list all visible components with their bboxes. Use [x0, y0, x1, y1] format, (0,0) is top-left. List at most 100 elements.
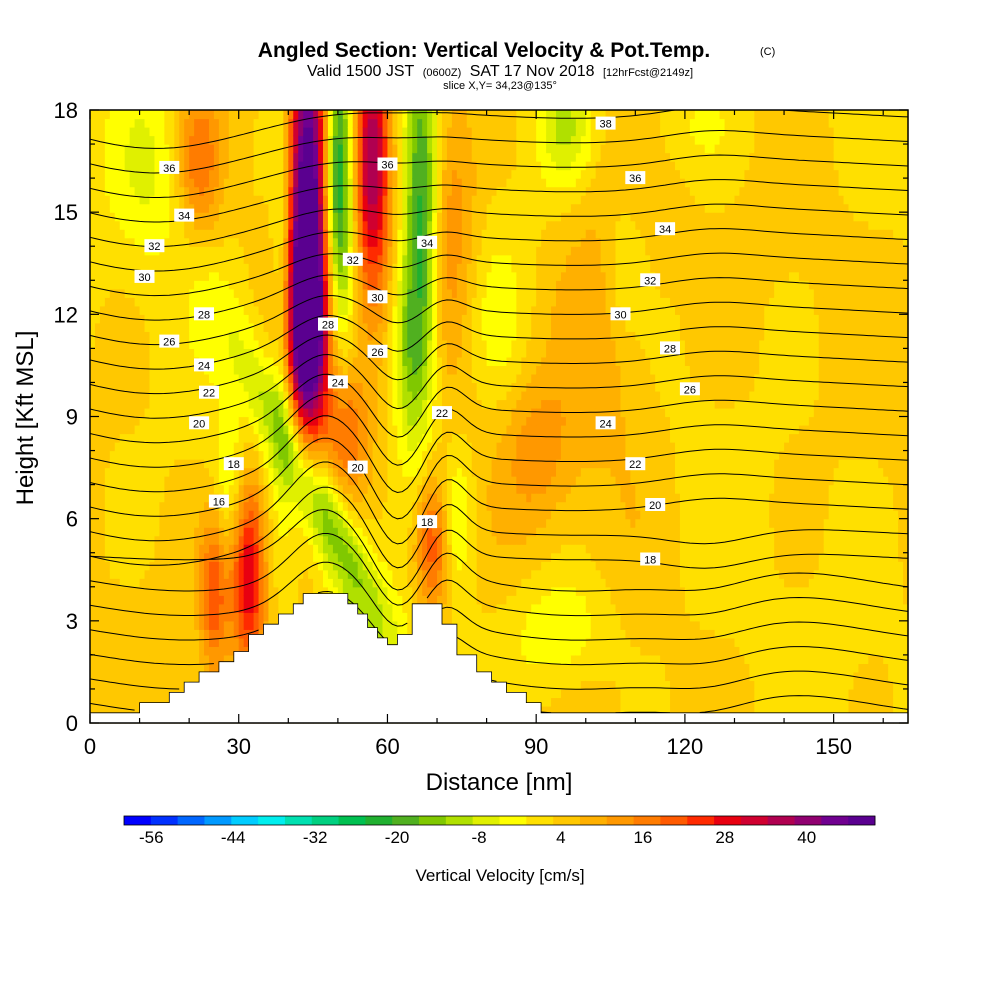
velocity-cell: [318, 305, 324, 315]
velocity-cell: [347, 586, 354, 596]
velocity-cell: [159, 416, 165, 426]
velocity-cell: [208, 144, 215, 154]
velocity-cell: [407, 118, 413, 128]
velocity-cell: [134, 612, 141, 622]
velocity-cell: [119, 510, 126, 520]
velocity-cell: [238, 110, 245, 120]
velocity-cell: [357, 373, 364, 384]
velocity-cell: [357, 246, 364, 256]
velocity-cell: [362, 518, 369, 528]
velocity-cell: [342, 416, 349, 426]
velocity-cell: [248, 544, 255, 554]
velocity-cell: [417, 484, 423, 494]
velocity-cell: [263, 161, 270, 171]
velocity-cell: [139, 186, 146, 196]
velocity-cell: [392, 135, 398, 145]
velocity-cell: [184, 339, 190, 349]
velocity-cell: [367, 339, 374, 349]
velocity-cell: [223, 450, 230, 460]
velocity-cell: [367, 322, 374, 332]
velocity-cell: [273, 407, 279, 418]
velocity-cell: [278, 297, 284, 307]
velocity-cell: [144, 442, 151, 452]
velocity-cell: [179, 637, 185, 647]
velocity-cell: [194, 544, 200, 554]
velocity-cell: [298, 586, 304, 596]
velocity-cell: [417, 195, 423, 205]
velocity-cell: [432, 569, 438, 579]
velocity-cell: [109, 271, 116, 281]
velocity-cell: [293, 535, 299, 545]
velocity-cell: [199, 646, 205, 656]
velocity-cell: [204, 348, 210, 358]
velocity-cell: [303, 178, 309, 188]
velocity-cell: [94, 637, 101, 647]
velocity-cell: [174, 280, 180, 290]
velocity-cell: [184, 407, 190, 418]
velocity-cell: [298, 135, 304, 145]
velocity-cell: [243, 646, 250, 656]
velocity-cell: [144, 288, 151, 298]
velocity-cell: [407, 195, 413, 205]
velocity-cell: [323, 118, 329, 128]
velocity-cell: [154, 629, 161, 639]
velocity-cell: [387, 314, 394, 324]
velocity-cell: [114, 646, 121, 656]
velocity-cell: [392, 348, 398, 358]
velocity-cell: [283, 356, 289, 367]
velocity-cell: [174, 322, 180, 332]
velocity-cell: [223, 271, 230, 281]
velocity-cell: [332, 493, 339, 503]
velocity-cell: [189, 280, 195, 290]
velocity-cell: [407, 416, 413, 426]
velocity-cell: [253, 629, 260, 639]
velocity-cell: [377, 178, 384, 188]
velocity-cell: [382, 433, 389, 443]
velocity-cell: [99, 271, 106, 281]
velocity-cell: [323, 493, 329, 503]
velocity-cell: [362, 450, 369, 460]
velocity-cell: [332, 586, 339, 596]
velocity-cell: [382, 569, 389, 579]
velocity-cell: [362, 390, 369, 401]
velocity-cell: [263, 450, 270, 460]
velocity-cell: [223, 237, 230, 247]
velocity-cell: [164, 186, 170, 196]
velocity-cell: [313, 407, 319, 418]
velocity-cell: [412, 399, 418, 409]
velocity-cell: [129, 476, 136, 486]
velocity-cell: [208, 399, 215, 409]
velocity-cell: [298, 195, 304, 205]
velocity-cell: [357, 127, 364, 137]
velocity-cell: [258, 476, 265, 486]
velocity-cell: [159, 476, 165, 486]
velocity-cell: [303, 314, 309, 324]
velocity-cell: [367, 220, 374, 230]
velocity-cell: [332, 578, 339, 588]
velocity-cell: [402, 612, 408, 622]
velocity-cell: [407, 237, 413, 247]
velocity-cell: [372, 476, 379, 486]
slice-info: slice X,Y= 34,23@135°: [443, 80, 557, 92]
velocity-cell: [352, 518, 359, 528]
velocity-cell: [189, 135, 195, 145]
velocity-cell: [149, 544, 156, 554]
velocity-cell: [119, 178, 126, 188]
velocity-cell: [308, 212, 314, 222]
velocity-cell: [223, 620, 230, 630]
velocity-cell: [367, 493, 374, 503]
velocity-cell: [90, 484, 96, 494]
velocity-cell: [164, 646, 170, 656]
velocity-cell: [337, 237, 344, 247]
velocity-cell: [318, 135, 324, 145]
velocity-cell: [357, 195, 364, 205]
velocity-cell: [213, 288, 220, 298]
velocity-cell: [129, 178, 136, 188]
velocity-cell: [114, 663, 121, 673]
velocity-cell: [139, 144, 146, 154]
velocity-cell: [417, 442, 423, 452]
velocity-cell: [288, 501, 294, 511]
velocity-cell: [223, 527, 230, 537]
velocity-cell: [392, 288, 398, 298]
velocity-cell: [169, 425, 175, 435]
